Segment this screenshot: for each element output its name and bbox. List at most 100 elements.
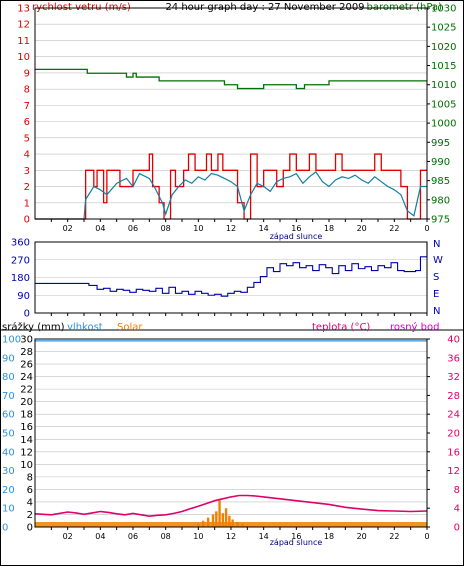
- bottom-panel-x-tick-label: 16: [291, 532, 301, 541]
- solar-bar: [246, 525, 249, 527]
- pressure-y-tick-label: 1005: [431, 99, 456, 110]
- sunset-label-top: západ slunce: [270, 232, 323, 241]
- wind-y-tick-label: 7: [24, 101, 30, 112]
- direction-y-tick-label: 90: [17, 291, 30, 302]
- bottom-panel-x-tick-label: 10: [193, 532, 203, 541]
- rain-y-tick-label: 16: [20, 422, 33, 433]
- wind-y-tick-label: 3: [24, 166, 30, 177]
- direction-y-tick-label: 180: [11, 273, 30, 284]
- pressure-y-tick-label: 1000: [431, 119, 456, 130]
- bottom-panel-x-tick-label: 12: [226, 532, 236, 541]
- rain-y-tick-label: 2: [27, 510, 33, 521]
- bottom-panel-x-tick-label: 18: [324, 532, 334, 541]
- wind-y-tick-label: 9: [24, 68, 30, 79]
- temperature-y-tick-label: 28: [447, 391, 460, 402]
- temperature-y-tick-label: 40: [447, 335, 460, 346]
- temperature-y-tick-label: 36: [447, 353, 460, 364]
- pressure-y-tick-label: 1025: [431, 23, 456, 34]
- direction-y-tick-label: 360: [11, 238, 30, 249]
- top-panel-x-tick-label: 10: [193, 224, 203, 233]
- rain-y-tick-label: 8: [27, 472, 33, 483]
- solar-bar: [202, 520, 205, 527]
- rain-y-tick-label: 28: [20, 347, 33, 358]
- rain-y-tick-label: 26: [20, 360, 33, 371]
- temperature-y-tick-label: 8: [454, 485, 460, 496]
- wind-direction-series: [35, 242, 428, 297]
- bottom-panel-x-tick-label: 04: [95, 532, 105, 541]
- sunset-label-bottom: západ slunce: [270, 538, 323, 547]
- humidity-y-tick-label: 90: [2, 353, 15, 364]
- pressure-y-tick-label: 1020: [431, 42, 456, 53]
- top-panel-x-tick-label: 16: [291, 224, 301, 233]
- rain-y-tick-label: 18: [20, 410, 33, 421]
- rain-y-tick-label: 12: [20, 447, 33, 458]
- pressure-y-tick-label: 980: [431, 195, 450, 206]
- top-panel-x-tick-label: 08: [161, 224, 171, 233]
- humidity-y-tick-label: 30: [2, 466, 15, 477]
- rain-y-tick-label: 30: [20, 335, 33, 346]
- pressure-y-tick-label: 1030: [431, 4, 456, 15]
- direction-y-tick-label: 0: [24, 309, 30, 320]
- bottom-panel-x-tick-label: 0: [424, 532, 429, 541]
- temperature-y-tick-label: 24: [447, 410, 460, 421]
- wind-y-tick-label: 2: [24, 182, 30, 193]
- humidity-y-tick-label: 20: [2, 485, 15, 496]
- solar-bar: [231, 519, 234, 527]
- rain-y-tick-label: 24: [20, 372, 33, 383]
- solar-bar: [215, 511, 218, 527]
- compass-n-bottom: N: [433, 306, 440, 317]
- humidity-y-tick-label: 0: [2, 523, 8, 534]
- top-panel-x-tick-label: 02: [63, 224, 73, 233]
- wind-y-tick-label: 4: [24, 150, 30, 161]
- rain-y-tick-label: 14: [20, 435, 33, 446]
- solar-bar: [241, 523, 244, 527]
- top-panel-x-tick-label: 06: [128, 224, 138, 233]
- bottom-panel-x-tick-label: 06: [128, 532, 138, 541]
- compass-n-top: N: [433, 239, 440, 250]
- wind-y-tick-label: 12: [17, 20, 30, 31]
- compass-e: E: [433, 289, 439, 300]
- wind-y-tick-label: 6: [24, 117, 30, 128]
- temperature-axis-title: teplota (°C): [312, 322, 370, 333]
- direction-y-tick-label: 270: [11, 255, 30, 266]
- compass-s: S: [433, 272, 439, 283]
- solar-bar: [224, 508, 228, 527]
- pressure-y-tick-label: 1015: [431, 61, 456, 72]
- rain-y-tick-label: 6: [27, 485, 33, 496]
- wind-y-tick-label: 8: [24, 85, 30, 96]
- humidity-y-tick-label: 70: [2, 391, 15, 402]
- temperature-y-tick-label: 12: [447, 466, 460, 477]
- temperature-series: [34, 494, 428, 518]
- rain-y-tick-label: 4: [27, 497, 33, 508]
- rain-y-tick-label: 0: [27, 523, 33, 534]
- solar-bar: [211, 514, 215, 527]
- top-panel-x-tick-label: 04: [95, 224, 105, 233]
- humidity-y-tick-label: 50: [2, 429, 15, 440]
- bottom-panel-x-tick-label: 02: [63, 532, 73, 541]
- top-panel-x-tick-label: 0: [424, 224, 429, 233]
- rain-y-tick-label: 10: [20, 460, 33, 471]
- top-panel-x-tick-label: 14: [259, 224, 269, 233]
- pressure-y-tick-label: 990: [431, 157, 450, 168]
- solar-bar: [236, 521, 239, 527]
- wind-average-series: [35, 171, 427, 220]
- wind-y-tick-label: 11: [17, 36, 30, 47]
- bottom-panel-x-tick-label: 22: [389, 532, 399, 541]
- solar-bar: [218, 498, 221, 527]
- solar-bar: [228, 515, 231, 527]
- pressure-series: [35, 68, 427, 90]
- solar-axis-title: Solar: [117, 322, 143, 333]
- rain-axis-title: srážky (mm): [2, 321, 65, 333]
- solar-baseline-band: [35, 522, 427, 527]
- temperature-y-tick-label: 0: [454, 523, 460, 534]
- temperature-y-tick-label: 32: [447, 372, 460, 383]
- solar-bar: [197, 523, 200, 527]
- solar-bar: [221, 513, 225, 527]
- humidity-axis-title: vlhkost: [67, 322, 103, 333]
- top-panel-x-tick-label: 20: [357, 224, 367, 233]
- bottom-panel-x-tick-label: 20: [357, 532, 367, 541]
- humidity-y-tick-label: 100: [2, 335, 21, 346]
- bottom-panel-x-tick-label: 14: [259, 532, 269, 541]
- temperature-y-tick-label: 20: [447, 429, 460, 440]
